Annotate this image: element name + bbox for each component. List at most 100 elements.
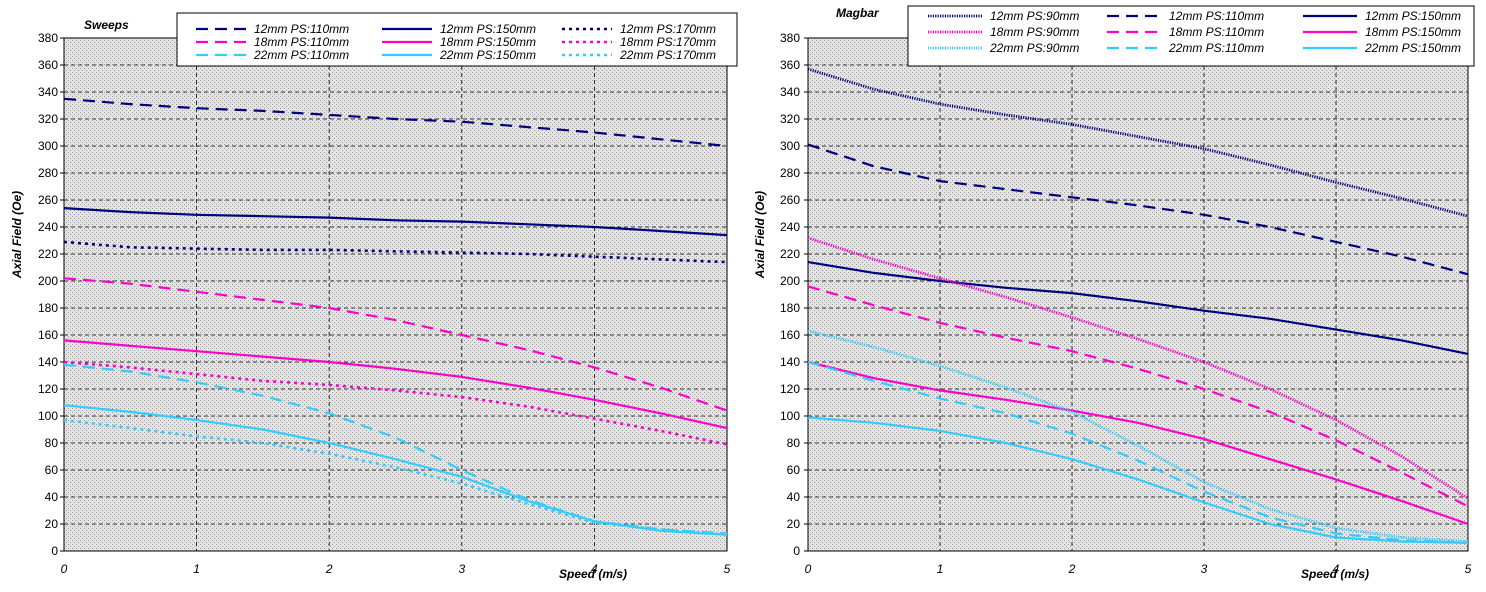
legend-entry: 12mm PS:110mm [254,22,349,36]
x-tick-label: 1 [193,562,200,576]
legend-box [907,5,1475,67]
y-tick-labels: 0 20 40 60 80 100 120 140 160 180 200 220 240 260 280 3… [780,31,808,558]
y-tick-label: 140 [780,355,800,369]
y-tick-label: 40 [45,490,59,504]
y-tick-label: 340 [38,85,58,99]
legend-entry: 12mm PS:150mm [440,22,536,36]
series-line [63,404,728,536]
legend-entry: 22mm PS:110mm [1168,41,1264,55]
y-tick-label: 160 [38,328,58,342]
series-line [63,240,728,264]
series-line [63,339,728,430]
x-tick-label: 2 [325,562,333,576]
x-tick-label: 2 [1068,562,1076,576]
series-line [807,285,1469,508]
y-tick-label: 300 [38,139,58,153]
y-tick-label: 360 [780,58,800,72]
y-tick-label: 100 [780,409,800,423]
legend-entry: 18mm PS:150mm [440,35,536,49]
legend-entry: 22mm PS:90mm [989,41,1079,55]
y-tick-label: 0 [51,544,58,558]
x-tick-label: 0 [61,562,68,576]
series-line [807,360,1469,526]
chart-title: Magbar [836,6,880,20]
legend-entry: 22mm PS:110mm [253,48,349,62]
y-tick-label: 200 [38,274,58,288]
y-tick-label: 280 [38,166,58,180]
y-tick-label: 40 [787,490,801,504]
x-tick-label: 5 [724,562,731,576]
y-tick-label: 80 [787,436,801,450]
chart-title: Sweeps [84,18,129,32]
y-tick-label: 280 [780,166,800,180]
y-tick-label: 380 [780,31,800,45]
series-line [63,207,728,237]
legend-entry: 18mm PS:150mm [1365,25,1461,39]
x-tick-labels: 0 1 2 3 4 5 [61,562,731,576]
y-tick-label: 200 [780,274,800,288]
x-tick-label: 5 [1465,562,1472,576]
y-tick-label: 300 [780,139,800,153]
series-group [807,67,1469,544]
y-tick-label: 240 [38,220,58,234]
y-tick-label: 140 [38,355,58,369]
series-line [63,277,728,412]
legend-entry: 12mm PS:150mm [1365,9,1461,23]
x-axis-label: Speed (m/s) [559,567,627,581]
y-tick-label: 340 [780,85,800,99]
legend: 12mm PS:90mm 12mm PS:110mm 12mm PS:150mm 18… [907,5,1475,67]
series-line [807,329,1469,543]
y-axis-label: Axial Field (Oe) [10,191,24,279]
legend: 12mm PS:110mm 12mm PS:150mm 12mm PS:170mm1… [176,12,738,67]
y-tick-label: 20 [45,517,59,531]
x-tick-label: 3 [458,562,465,576]
x-tick-label: 3 [1201,562,1208,576]
y-tick-label: 60 [787,463,801,477]
series-line [807,236,1469,500]
y-tick-label: 120 [780,382,800,396]
y-tick-label: 260 [38,193,58,207]
legend-entry: 18mm PS:170mm [620,35,716,49]
legend-entry: 18mm PS:110mm [254,35,349,49]
y-tick-label: 120 [38,382,58,396]
y-tick-labels: 0 20 40 60 80 100 120 140 160 180 200 220 240 260 280 3… [38,31,64,558]
legend-entry: 18mm PS:90mm [990,25,1079,39]
y-tick-label: 20 [787,517,801,531]
series-line [807,143,1469,276]
y-tick-label: 260 [780,193,800,207]
legend-entry: 22mm PS:150mm [439,48,536,62]
series-line [63,97,728,148]
magbar-chart: 0 20 40 60 80 100 120 140 160 180 200 220 240 260 280 3… [753,5,1475,581]
series-group [63,97,728,537]
legend-entry: 18mm PS:110mm [1169,25,1264,39]
y-tick-label: 80 [45,436,59,450]
y-tick-label: 220 [780,247,800,261]
y-tick-label: 180 [780,301,800,315]
series-line [807,416,1469,544]
x-tick-labels: 0 1 2 3 4 5 [805,562,1472,576]
legend-entry: 22mm PS:170mm [619,48,716,62]
series-line [807,360,1469,544]
y-tick-label: 240 [780,220,800,234]
y-tick-label: 100 [38,409,58,423]
legend-entry: 12mm PS:90mm [990,9,1079,23]
y-tick-label: 60 [45,463,59,477]
legend-entry: 22mm PS:150mm [1364,41,1461,55]
y-tick-label: 360 [38,58,58,72]
y-tick-label: 320 [780,112,800,126]
y-tick-label: 160 [780,328,800,342]
y-axis-label: Axial Field (Oe) [753,191,767,279]
plot-area [64,38,727,551]
legend-entry: 12mm PS:170mm [620,22,716,36]
series-line [807,261,1469,355]
x-tick-label: 1 [937,562,944,576]
y-tick-label: 380 [38,31,58,45]
plot-area [808,38,1468,551]
legend-entry: 12mm PS:110mm [1169,9,1264,23]
x-tick-label: 0 [805,562,812,576]
x-axis-label: Speed (m/s) [1301,567,1369,581]
x-tick-label: 4 [1333,562,1340,576]
sweeps-chart: 0204060801001201401601802002202402602803… [10,12,738,581]
legend-box [176,12,738,67]
